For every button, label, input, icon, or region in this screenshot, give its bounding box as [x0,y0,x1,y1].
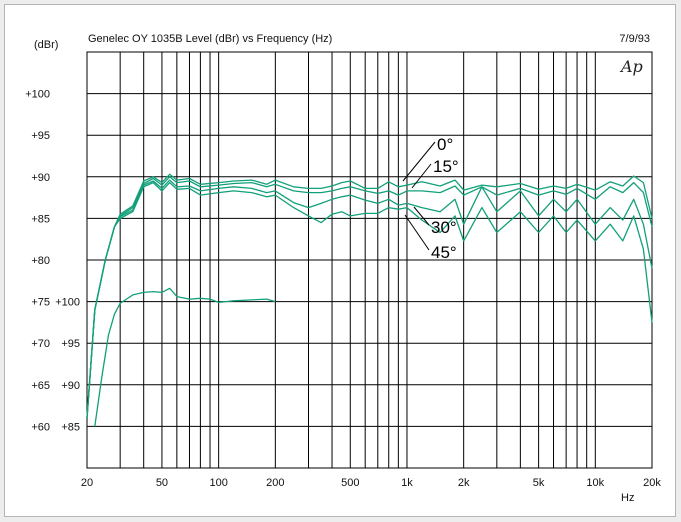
callout-leader [404,214,430,251]
chart-title: Genelec OY 1035B Level (dBr) vs Frequenc… [88,33,332,45]
x-tick-label: 1k [401,477,413,489]
y-tick-label: +100 [25,89,50,101]
y-tick-label: +85 [31,213,50,225]
chart-date: 7/9/93 [619,33,650,45]
y-tick-label: +75 [31,297,50,309]
y-tick-label: +65 [31,380,50,392]
x-tick-label: 10k [586,477,604,489]
x-tick-label: 20k [643,477,661,489]
x-axis-unit-label: Hz [621,492,634,504]
x-tick-label: 100 [209,477,227,489]
angle-callout-label: 45° [431,243,457,262]
series-line-45deg [86,181,653,419]
callout-leader [413,206,430,226]
y-tick-label: +60 [31,421,50,433]
series-line-right-axis-4 [94,287,276,427]
y-axis-label: (dBr) [34,39,58,51]
y2-tick-label: +85 [61,421,80,433]
y2-tick-label: +90 [61,380,80,392]
horizontal-gridlines [87,93,652,427]
y2-tick-label: +100 [55,297,80,309]
y-tick-label: +90 [31,172,50,184]
x-tick-label: 20 [81,477,93,489]
y2-tick-labels: +100 +95 +90 +85 [55,297,80,434]
series-line-30deg [86,179,653,419]
callout-leader [402,141,436,182]
angle-callout-label: 0° [437,135,453,154]
y-tick-labels: +100 +95 +90 +85 +80 +75 +70 +65 +60 [25,89,50,434]
y-tick-label: +95 [31,130,50,142]
x-tick-label: 200 [266,477,284,489]
angle-callout-label: 30° [431,218,457,237]
y2-tick-label: +95 [61,338,80,350]
angle-callouts: 0° 15° 30° 45° [402,135,459,262]
series-line-0deg [86,173,653,419]
x-tick-labels: 20 50 100 200 500 1k 2k 5k 10k 20k [81,477,661,489]
ap-logo: Ap [619,57,643,76]
x-tick-label: 5k [533,477,545,489]
x-tick-label: 50 [156,477,168,489]
x-tick-label: 2k [458,477,470,489]
angle-callout-label: 15° [433,157,459,176]
x-tick-label: 500 [341,477,359,489]
plot-border [86,51,653,469]
callout-leader [411,163,432,189]
series-layer [86,173,653,427]
series-line-15deg [86,176,653,419]
y-tick-label: +80 [31,255,50,267]
y-tick-label: +70 [31,338,50,350]
